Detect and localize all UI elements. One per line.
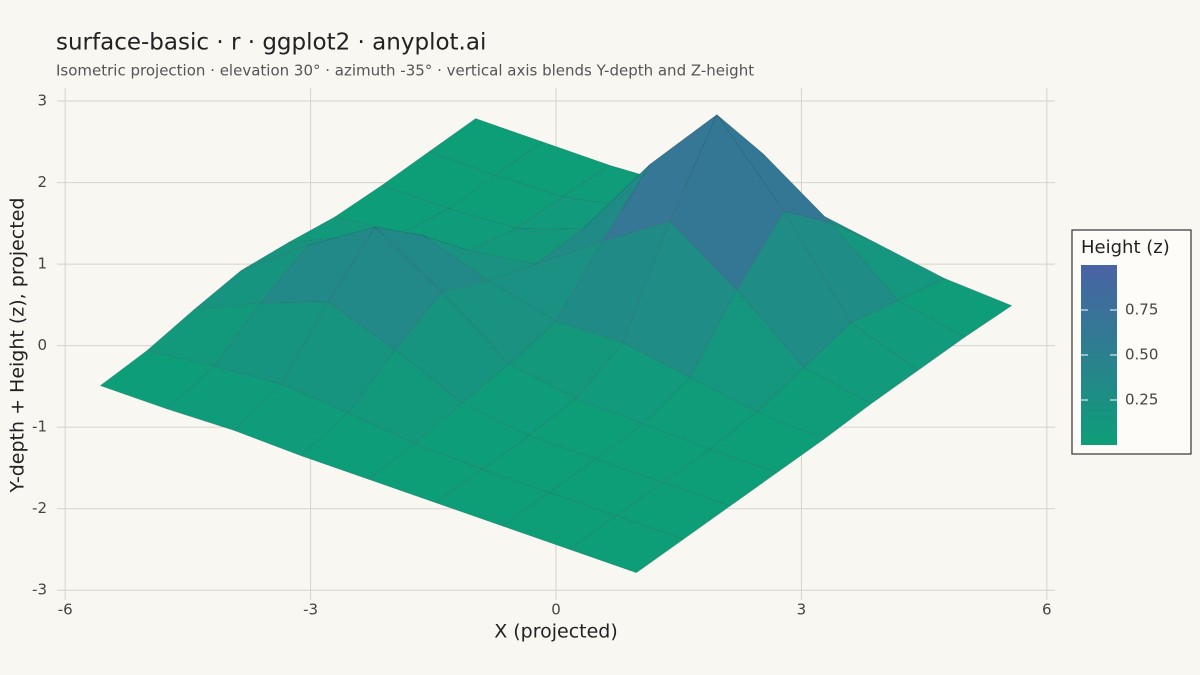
surface-facet	[850, 300, 966, 371]
surface-facet	[709, 411, 825, 473]
colorbar-tick-label: 0.50	[1125, 346, 1158, 364]
y-tick-label: 2	[37, 173, 47, 191]
y-tick-label: -3	[32, 581, 47, 599]
y-tick-label: 0	[37, 336, 47, 354]
x-tick-label: 0	[551, 601, 561, 619]
surface-facet	[662, 448, 778, 507]
x-tick-label: 6	[1042, 601, 1052, 619]
chart-subtitle: Isometric projection · elevation 30° · a…	[56, 62, 754, 80]
y-tick-label: 3	[37, 92, 47, 110]
colorbar-tick-label: 0.75	[1125, 301, 1158, 319]
legend-title: Height (z)	[1081, 237, 1170, 258]
y-axis-label: Y-depth + Height (z), projected	[7, 198, 29, 494]
chart-title: surface-basic · r · ggplot2 · anyplot.ai	[56, 30, 486, 56]
colorbar-tick-label: 0.25	[1125, 391, 1158, 409]
y-tick-label: -1	[32, 418, 47, 436]
y-tick-label: 1	[37, 255, 47, 273]
x-axis-label: X (projected)	[494, 621, 618, 643]
x-tick-label: -3	[303, 601, 318, 619]
x-tick-label: 3	[797, 601, 807, 619]
x-tick-label: -6	[58, 601, 73, 619]
surface-facet	[897, 278, 1013, 338]
surface-facet	[615, 482, 731, 540]
surface-facet	[569, 515, 684, 574]
y-tick-label: -2	[32, 499, 47, 517]
